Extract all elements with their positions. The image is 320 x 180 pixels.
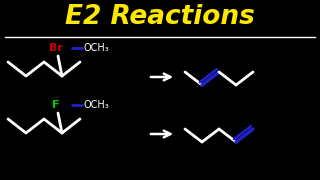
- Text: E2 Reactions: E2 Reactions: [65, 4, 255, 30]
- Text: F: F: [52, 100, 60, 110]
- Text: OCH₃: OCH₃: [84, 100, 110, 110]
- Text: Br: Br: [49, 43, 63, 53]
- Text: OCH₃: OCH₃: [84, 43, 110, 53]
